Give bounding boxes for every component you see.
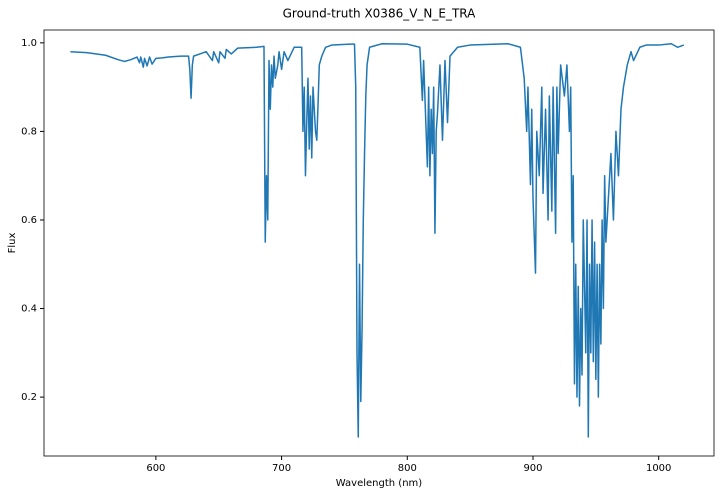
x-tick-label: 1000	[646, 463, 671, 474]
y-tick-label: 0.8	[21, 126, 37, 137]
plot-frame	[43, 29, 715, 457]
x-tick-label: 600	[146, 463, 165, 474]
y-tick-label: 1.0	[21, 38, 37, 49]
y-tick-label: 0.4	[21, 304, 37, 315]
y-tick-label: 0.2	[21, 392, 37, 403]
y-tick-label: 0.6	[21, 215, 37, 226]
x-tick-label: 800	[398, 463, 417, 474]
chart-title: Ground-truth X0386_V_N_E_TRA	[283, 7, 477, 21]
x-axis-label: Wavelength (nm)	[336, 478, 422, 489]
y-axis-label: Flux	[7, 233, 18, 254]
spectrum-line	[70, 42, 685, 438]
x-tick-label: 900	[523, 463, 542, 474]
x-tick-label: 700	[272, 463, 291, 474]
